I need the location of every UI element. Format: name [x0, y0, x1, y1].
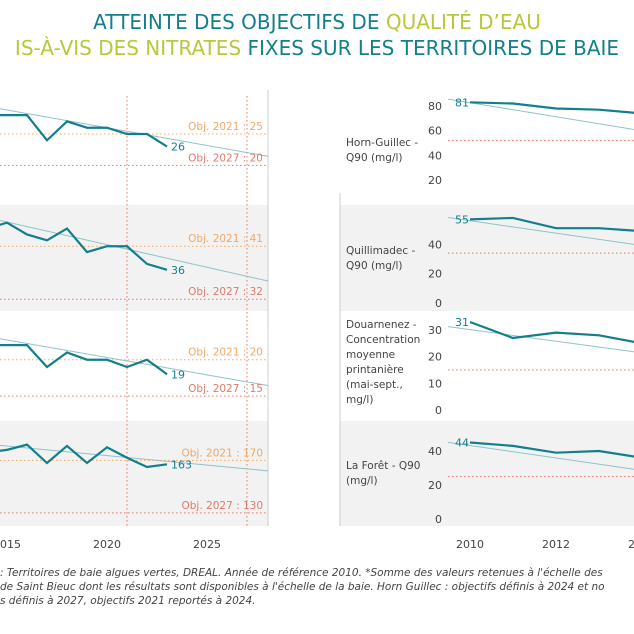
right-panel-band	[340, 421, 634, 526]
trend-line	[0, 220, 269, 282]
panel-label-line: Q90 (mg/l)	[346, 152, 403, 164]
title-part-2: QUALITÉ D’EAU	[385, 10, 541, 34]
panel-label-line: printanière	[346, 364, 404, 376]
y-tick-label: 20	[428, 174, 442, 187]
trend-line	[0, 444, 269, 472]
source-note-line-1: : Territoires de baie algues vertes, DRE…	[0, 567, 603, 579]
series-end-label: 36	[171, 264, 185, 277]
series-line	[0, 221, 168, 271]
series-end-label: 26	[171, 141, 185, 154]
panel-label-line: (mg/l)	[346, 475, 378, 487]
y-tick-label: 80	[428, 100, 442, 113]
y-tick-label: 0	[435, 404, 442, 417]
panel-label-line: Horn-Guillec -	[346, 137, 418, 149]
objective-label: Obj. 2021 : 41	[188, 233, 263, 245]
trend-line	[447, 326, 634, 353]
series-end-label: 163	[171, 458, 192, 471]
series-line	[469, 101, 634, 114]
panel-label-line: moyenne	[346, 349, 395, 361]
panel-label-line: La Forêt - Q90	[346, 460, 420, 472]
title-part-1: ATTEINTE DES OBJECTIFS DE	[93, 10, 380, 34]
objective-label: Obj. 2027 : 130	[182, 500, 264, 512]
panel-label-line: Douarnenez -	[346, 319, 417, 331]
series-end-label: 19	[171, 368, 185, 381]
series-start-label: 44	[455, 437, 469, 450]
chart-title-line-1: ATTEINTE DES OBJECTIFS DE QUALITÉ D’EAU	[0, 10, 634, 34]
series-line	[0, 344, 168, 376]
objective-label: Obj. 2027 : 32	[188, 286, 263, 298]
right-panel-band	[340, 205, 634, 311]
panel-label-line: mg/l)	[346, 394, 373, 406]
x-tick-label: 2010	[456, 538, 484, 551]
series-line	[469, 216, 634, 232]
y-tick-label: 60	[428, 125, 442, 138]
objective-label: Obj. 2027 : 15	[188, 383, 263, 395]
y-tick-label: 0	[435, 513, 442, 526]
trend-line	[447, 441, 634, 470]
source-note-line-3: s définis à 2027, objectifs 2021 reporté…	[0, 595, 256, 607]
series-line	[0, 114, 168, 148]
y-tick-label: 40	[428, 445, 442, 458]
y-tick-label: 30	[428, 324, 442, 337]
source-note-line-2: de Saint Bieuc dont les résultats sont d…	[0, 581, 605, 593]
objective-label: Obj. 2021 : 20	[188, 347, 263, 359]
series-start-label: 55	[455, 213, 469, 226]
y-tick-label: 20	[428, 479, 442, 492]
objective-label: Obj. 2027 : 20	[188, 152, 263, 164]
trend-line	[0, 338, 269, 387]
series-start-label: 31	[455, 316, 469, 329]
y-tick-label: 40	[428, 238, 442, 251]
series-start-label: 81	[455, 96, 469, 109]
panel-label-line: Q90 (mg/l)	[346, 260, 403, 272]
objective-label: Obj. 2021 : 25	[188, 121, 263, 133]
panel-label-line: Concentration	[346, 334, 420, 346]
left-panel-band	[0, 205, 268, 311]
x-tick-label: 2025	[193, 538, 221, 551]
trend-line	[0, 108, 269, 157]
x-tick-label: 2020	[93, 538, 121, 551]
left-panel-band	[0, 421, 268, 526]
y-tick-label: 10	[428, 377, 442, 390]
series-line	[469, 441, 634, 458]
x-tick-label: 2014	[628, 538, 634, 551]
y-tick-label: 0	[435, 297, 442, 310]
panel-label-line: Quillimadec -	[346, 245, 415, 257]
x-tick-label: 2015	[0, 538, 21, 551]
trend-line	[447, 98, 634, 130]
title-part-4: FIXES SUR LES TERRITOIRES DE BAIE	[247, 36, 620, 60]
y-tick-label: 20	[428, 268, 442, 281]
y-tick-label: 40	[428, 149, 442, 162]
objective-label: Obj. 2021 : 170	[182, 447, 264, 459]
series-line	[469, 320, 634, 343]
series-line	[0, 443, 168, 469]
trend-line	[447, 217, 634, 245]
x-tick-label: 2012	[542, 538, 570, 551]
title-part-3: IS-À-VIS DES NITRATES	[14, 36, 242, 60]
y-tick-label: 20	[428, 351, 442, 364]
chart-title-line-2: IS-À-VIS DES NITRATES FIXES SUR LES TERR…	[0, 36, 634, 60]
panel-label-line: (mai-sept.,	[346, 379, 403, 391]
